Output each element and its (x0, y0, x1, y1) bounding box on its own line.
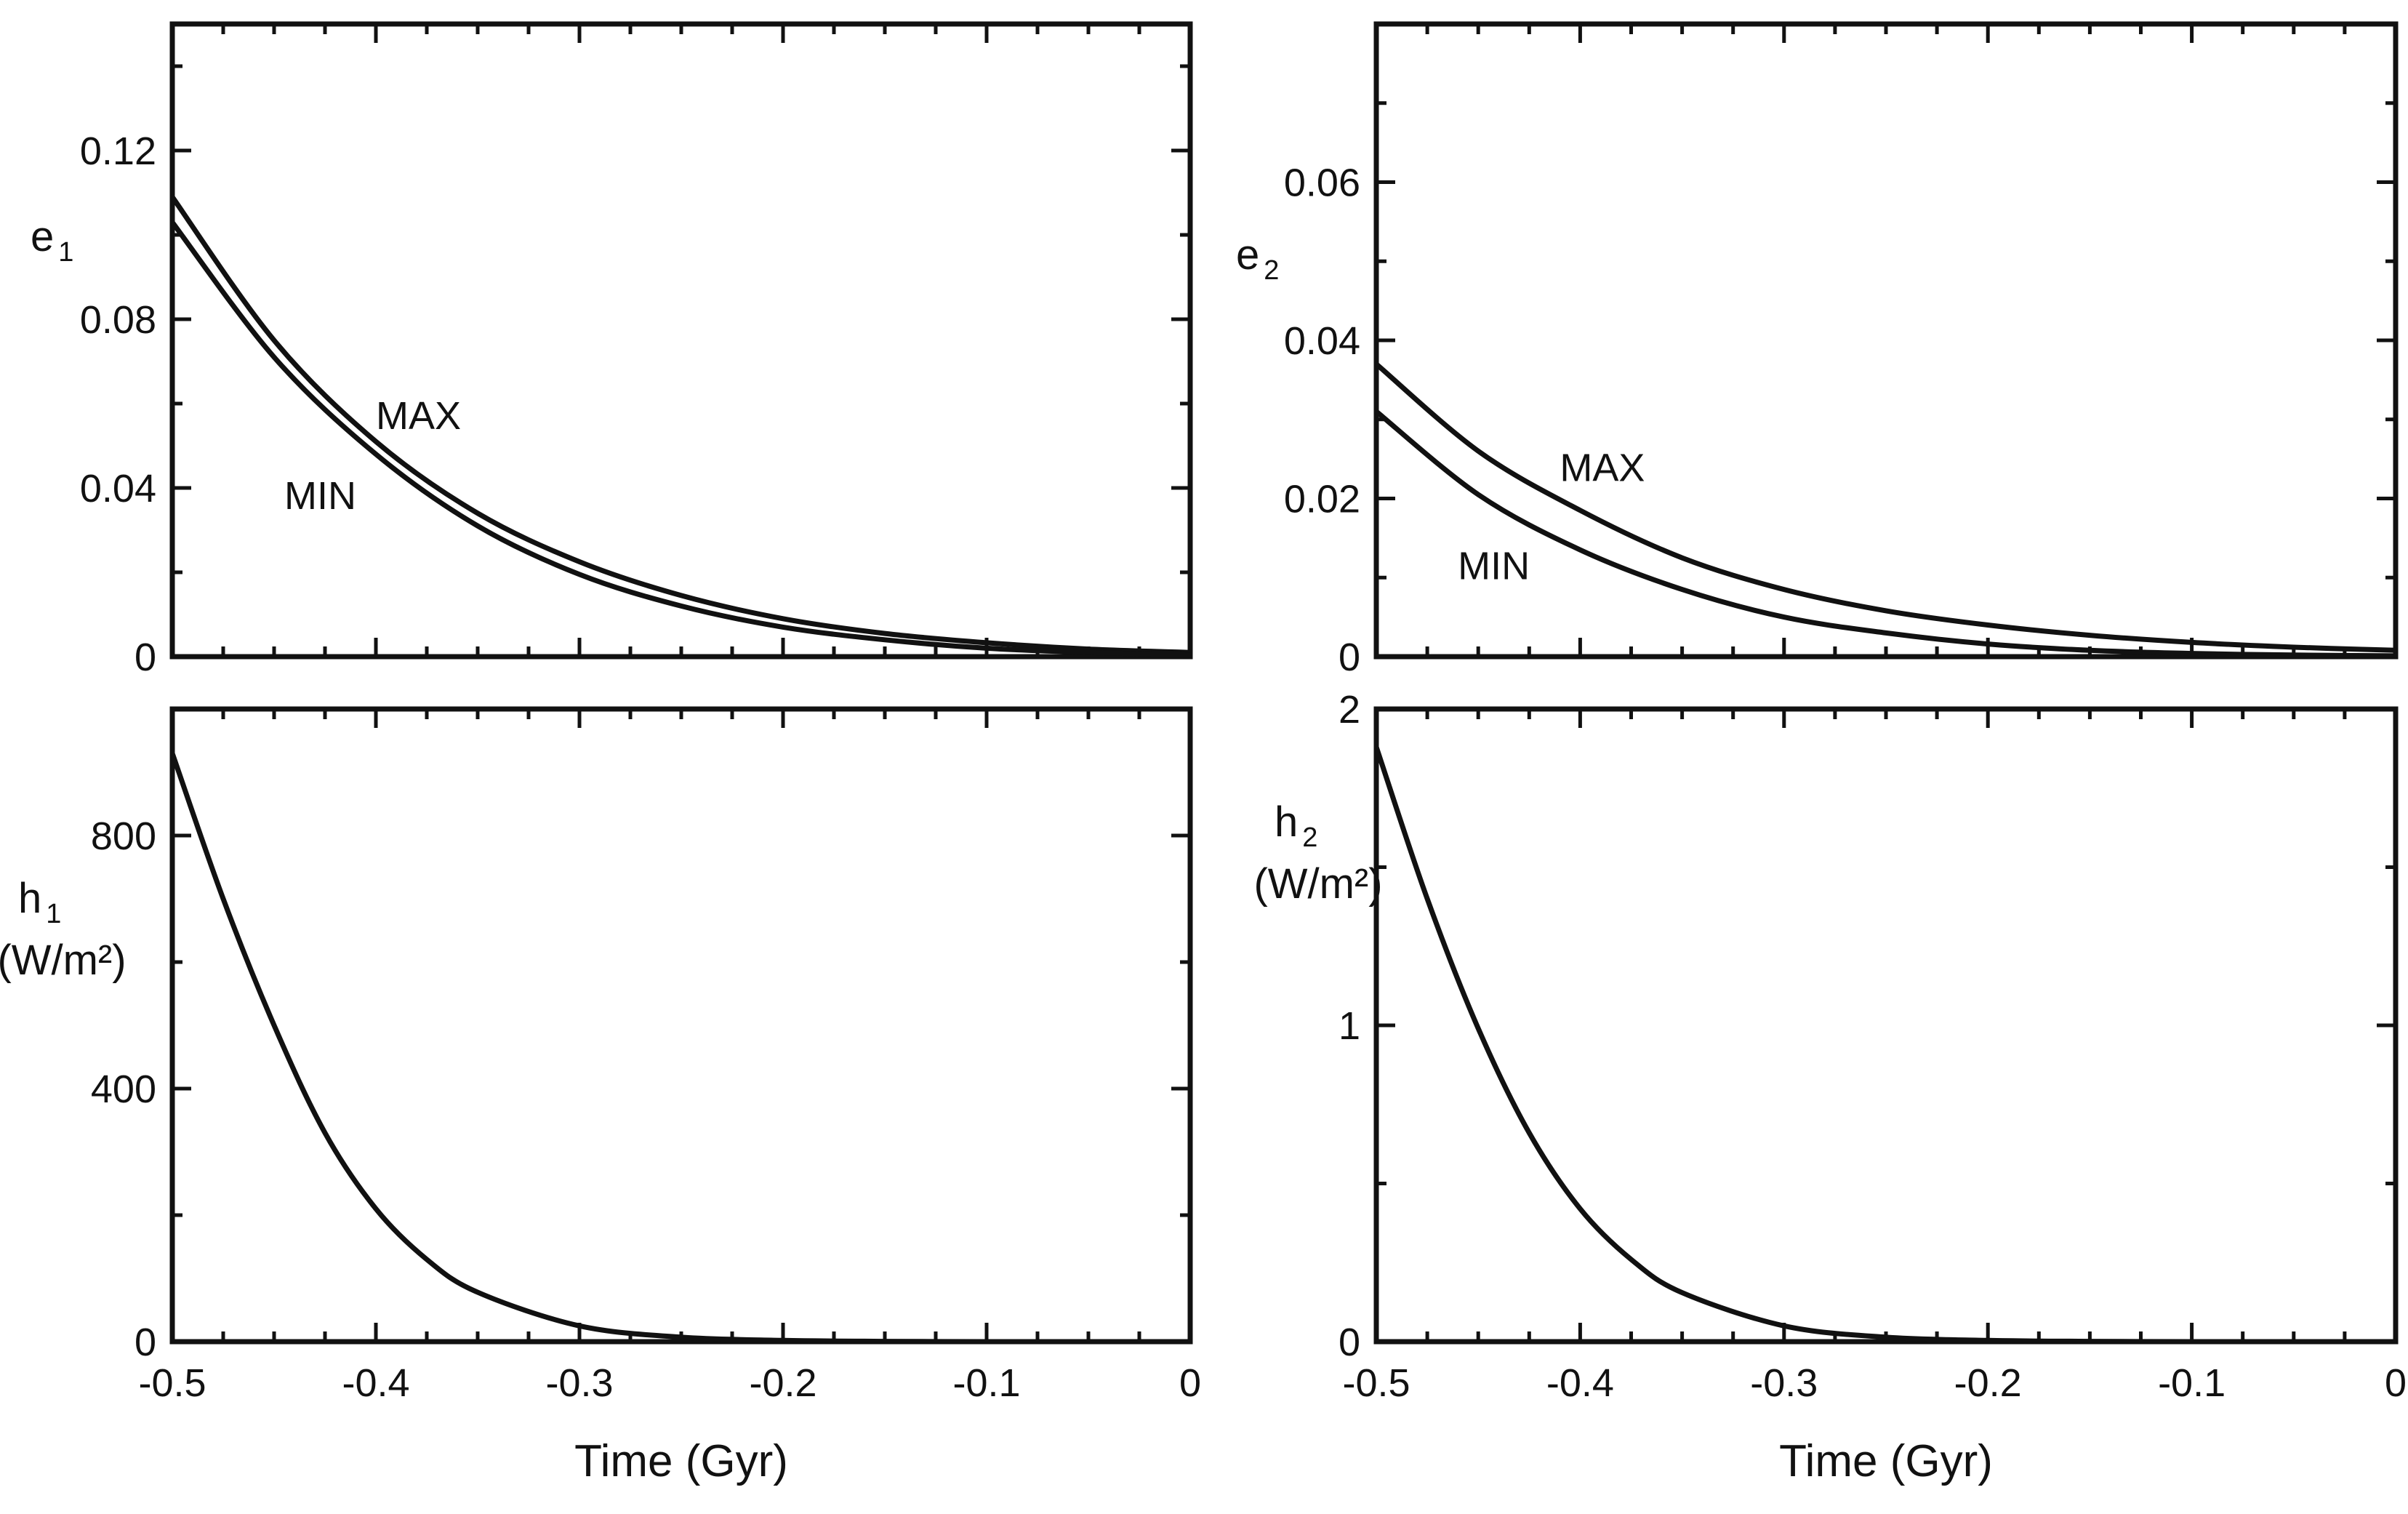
x-axis-label-h2: Time (Gyr) (1779, 1436, 1993, 1486)
y-tick-label-h1: 0 (135, 1321, 156, 1364)
y-axis-unit-h1: (W/m²) (0, 937, 127, 984)
panel-e1: 0 0.04 0.08 0.12e 1 MAX MIN (31, 21, 1193, 679)
x-tick-label-h1: 0 (1179, 1361, 1201, 1405)
y-tick-label-h2: 1 (1339, 1004, 1360, 1048)
panel-h1: 0 400 800 -0.5 -0.4 -0.3 -0.2 -0.1 0 Time (Gyr) h 1… (0, 706, 1201, 1486)
x-tick-label-h2: -0.2 (1954, 1361, 2022, 1405)
y-tick-label-e1: 0.08 (80, 298, 156, 342)
x-tick-label-h1: -0.2 (749, 1361, 816, 1405)
x-tick-label-h1: -0.1 (952, 1361, 1020, 1405)
y-tick-label-h1: 800 (91, 814, 156, 858)
y-tick-label-h2: 2 (1339, 688, 1360, 732)
y-axis-unit-h2: (W/m²) (1253, 860, 1382, 908)
x-tick-label-h2: -0.1 (2158, 1361, 2226, 1405)
series-line-e1-min (169, 220, 1193, 658)
panel-e2: 0 0.02 0.04 0.06e 2 MAX MIN (1236, 21, 2399, 679)
x-tick-label-h1: -0.5 (138, 1361, 206, 1405)
x-tick-label-h2: -0.5 (1342, 1361, 1410, 1405)
y-tick-label-e1: 0.04 (80, 467, 156, 510)
curve-label-max-e1: MAX (376, 394, 461, 438)
y-tick-label-e2: 0.02 (1284, 478, 1360, 521)
plot-frame-e1 (169, 21, 1193, 660)
plot-frame-h2 (1373, 706, 2399, 1345)
x-tick-label-h1: -0.4 (342, 1361, 409, 1405)
x-axis-label-h1: Time (Gyr) (574, 1436, 788, 1486)
series-line-e2-min (1373, 409, 2399, 659)
y-tick-label-e1: 0.12 (80, 129, 156, 173)
series-line-e1-max (169, 194, 1193, 655)
y-tick-label-h2: 0 (1339, 1321, 1360, 1364)
curve-label-min-e1: MIN (284, 474, 356, 518)
series-line-h2-h2 (1373, 744, 2399, 1345)
x-tick-label-h1: -0.3 (545, 1361, 613, 1405)
panel-h2: 0 1 2 -0.5 -0.4 -0.3 -0.2 -0.1 0 Time (Gyr) h 2 (W/m… (1253, 688, 2407, 1486)
y-tick-label-e2: 0 (1339, 636, 1360, 679)
y-tick-label-e2: 0.04 (1284, 319, 1360, 363)
y-tick-label-h1: 400 (91, 1068, 156, 1111)
x-tick-label-h2: -0.3 (1750, 1361, 1818, 1405)
x-tick-label-h2: -0.4 (1546, 1361, 1614, 1405)
x-tick-label-h2: 0 (2385, 1361, 2407, 1405)
series-line-e2-max (1373, 361, 2399, 653)
series-line-h1-h1 (169, 750, 1193, 1345)
curve-label-max-e2: MAX (1560, 446, 1645, 490)
y-tick-label-e1: 0 (135, 636, 156, 679)
curve-label-min-e2: MIN (1458, 544, 1530, 588)
y-tick-label-e2: 0.06 (1284, 161, 1360, 205)
plot-frame-h1 (169, 706, 1193, 1345)
